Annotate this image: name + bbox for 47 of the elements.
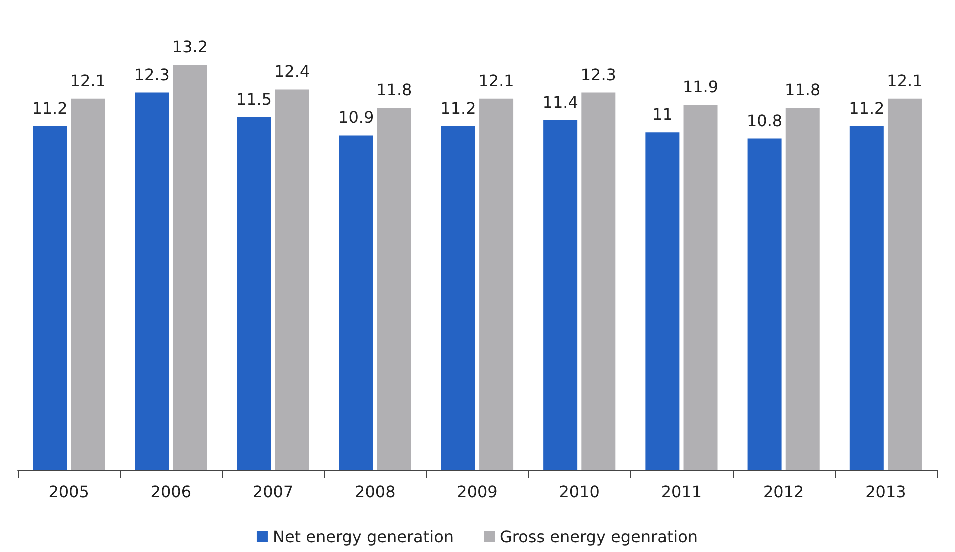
x-tick-label: 2006 <box>150 482 192 502</box>
bar <box>748 138 782 470</box>
data-label: 11.5 <box>236 90 272 109</box>
data-label: 12.1 <box>478 71 514 90</box>
data-label: 11.8 <box>376 80 412 100</box>
data-label: 13.2 <box>172 38 208 57</box>
x-tick-label: 2011 <box>661 482 702 502</box>
bar <box>684 105 718 470</box>
data-label: 10.8 <box>746 111 783 130</box>
data-label: 12.3 <box>134 65 170 84</box>
bar <box>582 92 616 470</box>
data-label: 11.2 <box>32 99 68 118</box>
x-tick-label: 2007 <box>252 482 294 502</box>
x-tick-label: 2010 <box>559 482 600 502</box>
x-tick-label: 2005 <box>48 482 90 502</box>
data-label: 11 <box>652 105 673 124</box>
x-tick-label: 2013 <box>866 482 906 502</box>
bar <box>646 132 680 470</box>
bar <box>237 117 272 470</box>
data-label: 10.9 <box>338 108 374 128</box>
bar <box>33 126 68 470</box>
bar <box>480 98 514 470</box>
bar <box>441 126 476 470</box>
data-label: 11.2 <box>440 99 476 118</box>
data-label: 11.4 <box>542 92 578 112</box>
bar <box>377 108 412 470</box>
bar <box>275 90 310 470</box>
data-label: 12.3 <box>580 65 616 84</box>
x-tick-label: 2009 <box>457 482 498 502</box>
legend-label: Net energy generation <box>272 528 454 546</box>
data-label: 11.9 <box>682 78 719 97</box>
bar <box>888 98 922 470</box>
x-tick-label: 2008 <box>355 482 396 502</box>
bar <box>786 108 820 470</box>
bar <box>71 98 106 470</box>
data-label: 12.1 <box>887 71 923 90</box>
data-label: 12.1 <box>70 71 106 90</box>
data-label: 11.2 <box>849 99 885 118</box>
bar <box>135 92 170 470</box>
bar <box>544 120 578 470</box>
bar <box>173 65 208 470</box>
data-label: 11.8 <box>785 80 821 100</box>
bar <box>850 126 884 470</box>
bar <box>339 136 374 470</box>
x-tick-label: 2012 <box>763 482 804 502</box>
legend-label: Gross energy egenration <box>500 528 698 546</box>
data-label: 12.4 <box>274 62 310 82</box>
